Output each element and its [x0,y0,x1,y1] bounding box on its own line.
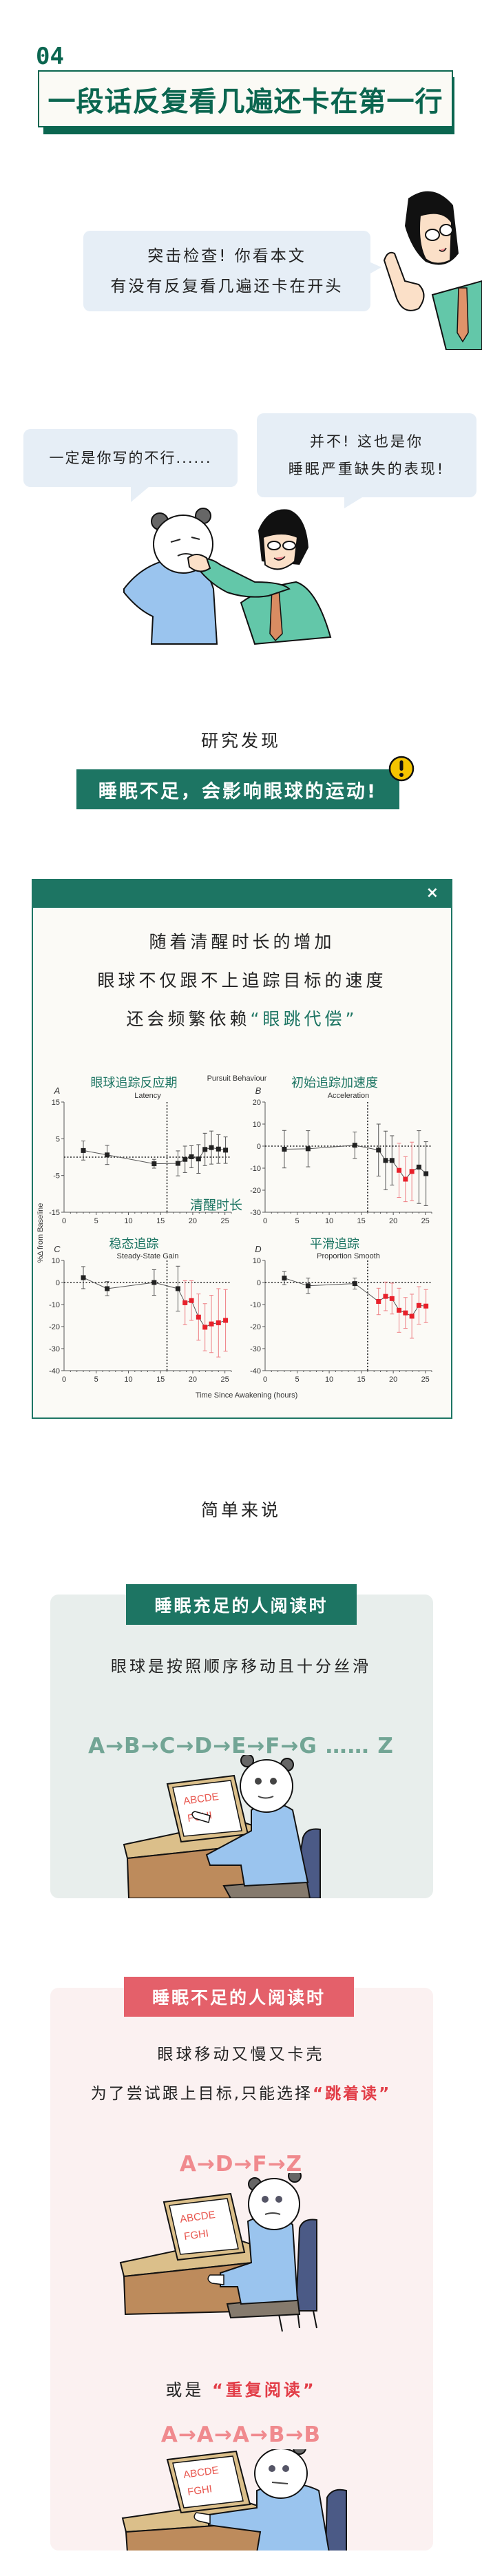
teacher-pointing-illustration [383,191,482,350]
poor-sleep-line3: 或是 “重复阅读” [0,2376,482,2400]
figure-caption-line: 眼球不仅跟不上追踪目标的速度 [97,970,387,990]
bubble-tail [131,487,149,502]
good-sleep-banner-text: 睡眠充足的人阅读时 [154,1595,328,1616]
bubble-line: 并不! 这也是你 [309,433,424,450]
figure-caption-line: 随着清醒时长的增加 [149,932,335,952]
figure-card-header: × [33,880,451,908]
line2-prefix: 为了尝试跟上目标,只能选择 [90,2085,313,2103]
screen-text-row2: FGHI [187,2483,213,2498]
screen-text-row2: FGHI [183,2227,209,2243]
poor-sleep-banner-text: 睡眠不足的人阅读时 [151,1988,326,2008]
simple-label: 简单来说 [200,1500,281,1520]
line2-highlight: “跳着读” [313,2085,392,2103]
panda-reading-illustration: ABCDE FGHI [123,1755,321,1898]
research-label: 研究发现 [200,731,281,751]
caption-highlight: “眼跳代偿” [250,1009,358,1029]
panda-rereading-illustration: ABCDE FGHI [121,2449,347,2551]
bubble-line: 一定是你写的不行...... [49,450,212,466]
poor-sleep-line2: 为了尝试跟上目标,只能选择“跳着读” [0,2080,482,2104]
section-title-box: 一段话反复看几遍还卡在第一行 [38,70,453,127]
speech-bubble-left: 一定是你写的不行...... [23,429,238,487]
close-button[interactable]: × [426,884,439,902]
figure-card: × 随着清醒时长的增加 眼球不仅跟不上追踪目标的速度 还会频繁依赖“眼跳代偿” [32,879,452,1419]
reread-sequence: A→A→A→B→B [160,2422,322,2447]
section-title: 一段话反复看几遍还卡在第一行 [48,85,443,118]
bubble-tail [369,262,381,274]
poor-sleep-line1: 眼球移动又慢又卡壳 [157,2046,325,2064]
panda-skipping-illustration: ABCDE FGHI [119,2173,317,2332]
exclamation-icon [388,756,415,782]
research-banner-text: 睡眠不足，会影响眼球的运动! [98,780,378,802]
poor-sleep-card: ABCDE FGHI [50,1988,433,2551]
speech-bubble-right: 并不! 这也是你 睡眠严重缺失的表现! [257,413,476,497]
figure-caption-line: 还会频繁依赖“眼跳代偿” [33,1006,451,1030]
bubble-line: 突击检查! 你看本文 [147,247,306,265]
good-sleep-banner: 睡眠充足的人阅读时 [126,1584,357,1625]
good-sleep-sequence: A→B→C→D→E→F→G …… Z [88,1734,394,1758]
bubble-tail [344,497,362,508]
bubble-line: 有没有反复看几遍还卡在开头 [110,277,344,295]
caption-prefix: 还会频繁依赖 [126,1009,251,1029]
section-number: 04 [36,43,64,70]
speech-bubble-check: 突击检查! 你看本文 有没有反复看几遍还卡在开头 [83,231,370,311]
research-banner: 睡眠不足，会影响眼球的运动! [76,769,399,809]
panda-and-teacher-illustration [123,508,332,645]
line3-highlight: “重复阅读” [212,2380,317,2400]
good-sleep-text: 眼球是按照顺序移动且十分丝滑 [111,1658,371,1676]
skip-sequence: A→D→F→Z [179,2152,303,2177]
bubble-line: 睡眠严重缺失的表现! [288,461,446,477]
poor-sleep-banner: 睡眠不足的人阅读时 [124,1977,354,2017]
line3-prefix: 或是 [165,2380,205,2400]
